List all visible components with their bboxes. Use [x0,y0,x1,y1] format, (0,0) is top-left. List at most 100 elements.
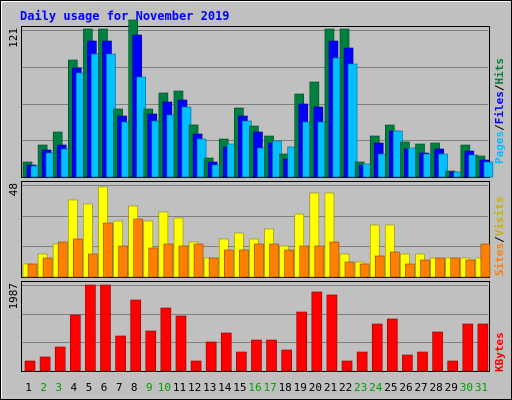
bar-sites-day-9 [148,247,159,278]
bar-kbytes-day-2 [39,356,51,372]
x-tick-label: 3 [55,381,62,394]
x-tick-label: 11 [173,381,186,394]
right-legend: Pages/Files/Hits [493,58,506,164]
bar-sites-day-1 [27,263,38,278]
x-tick-label: 31 [475,381,488,394]
bar-visits-day-24 [369,224,380,278]
bar-sites-day-10 [163,243,174,278]
x-tick-label: 23 [354,381,367,394]
bar-sites-day-4 [72,238,83,278]
bar-kbytes-day-8 [130,299,141,372]
bar-sites-day-25 [390,251,400,278]
bar-visits-day-19 [294,213,305,278]
x-tick-label: 6 [101,381,108,394]
bar-sites-day-19 [299,245,310,278]
x-tick-label: 18 [279,381,292,394]
bar-kbytes-day-4 [69,314,81,372]
bar-sites-day-5 [88,253,98,278]
x-tick-label: 1 [25,381,32,394]
bar-visits-day-25 [385,224,395,278]
x-tick-label: 29 [445,381,458,394]
bar-visits-day-5 [83,203,93,278]
x-tick-label: 14 [218,381,232,394]
bar-sites-day-3 [57,241,68,278]
bar-sites-day-17 [269,243,279,278]
panel-kbytes: 1987 [7,281,490,372]
bar-pages-day-31 [483,161,494,178]
x-tick-label: 15 [233,381,246,394]
x-tick-label: 21 [324,381,337,394]
bar-sites-day-20 [314,245,325,278]
bar-sites-day-16 [254,243,264,278]
bar-sites-day-12 [193,243,204,278]
bar-kbytes-day-21 [326,294,338,372]
bar-kbytes-day-29 [447,360,459,372]
bar-kbytes-day-11 [175,315,187,372]
x-tick-label: 9 [146,381,153,394]
bar-kbytes-day-10 [160,307,172,372]
bar-sites-day-28 [435,257,445,278]
bar-kbytes-day-23 [356,351,368,372]
bar-kbytes-day-7 [115,335,126,372]
bar-sites-day-31 [480,243,491,278]
bar-sites-day-30 [465,259,476,278]
bar-kbytes-day-30 [462,323,474,372]
x-tick-label: 25 [384,381,397,394]
bar-kbytes-day-20 [311,291,323,372]
chart-title: Daily usage for November 2019 [20,9,230,23]
legend-files: Files [493,91,506,124]
x-tick-label: 10 [158,381,171,394]
bar-sites-day-27 [420,259,430,278]
bar-sites-day-24 [374,255,385,278]
x-tick-label: 22 [339,381,352,394]
bar-sites-day-22 [344,261,355,278]
bar-sites-day-11 [178,245,189,278]
x-tick-label: 4 [71,381,78,394]
x-tick-label: 17 [263,381,276,394]
x-tick-label: 24 [369,381,383,394]
bar-sites-day-29 [450,257,461,278]
x-tick-label: 12 [188,381,201,394]
bar-kbytes-day-3 [54,346,66,372]
x-tick-label: 5 [86,381,93,394]
x-tick-label: 30 [460,381,473,394]
bar-kbytes-day-13 [205,341,217,372]
bar-pages-day-22 [347,63,358,178]
bar-sites-day-23 [359,263,370,278]
bar-sites-day-26 [405,263,415,278]
bar-kbytes-day-15 [236,351,247,372]
bar-sites-day-7 [118,245,128,278]
y-max-label: 48 [7,183,20,196]
bar-sites-day-14 [223,249,234,278]
legend-pages: Pages [493,131,506,164]
bar-kbytes-day-16 [251,339,262,372]
legend-kbytes: KBytes [493,332,506,372]
bar-sites-day-2 [42,257,53,278]
x-tick-label: 28 [430,381,443,394]
bar-kbytes-day-17 [266,339,277,372]
panel-hits-pages-files: 121 [7,19,494,178]
bar-visits-day-4 [67,199,78,278]
bar-kbytes-day-12 [190,360,202,372]
right-legend: Sites/Visits [493,197,506,277]
legend-sites: Sites [493,243,506,276]
panel-visits-sites: 48 [7,181,491,278]
bar-sites-day-21 [329,241,340,278]
legend-visits: Visits [493,197,506,237]
bar-kbytes-day-31 [477,323,489,372]
bar-kbytes-day-27 [417,351,428,372]
bar-sites-day-15 [239,249,249,278]
x-tick-label: 16 [248,381,261,394]
x-tick-label: 7 [116,381,123,394]
bar-visits-day-21 [324,192,335,278]
x-tick-label: 8 [131,381,138,394]
bar-kbytes-day-22 [341,360,353,372]
bar-sites-day-6 [103,222,113,278]
bar-sites-day-18 [284,249,294,278]
bar-kbytes-day-28 [432,331,443,372]
bar-sites-day-8 [133,218,143,278]
bar-pages-day-28 [438,153,448,178]
x-tick-label: 19 [294,381,307,394]
y-max-label: 1987 [7,283,20,310]
